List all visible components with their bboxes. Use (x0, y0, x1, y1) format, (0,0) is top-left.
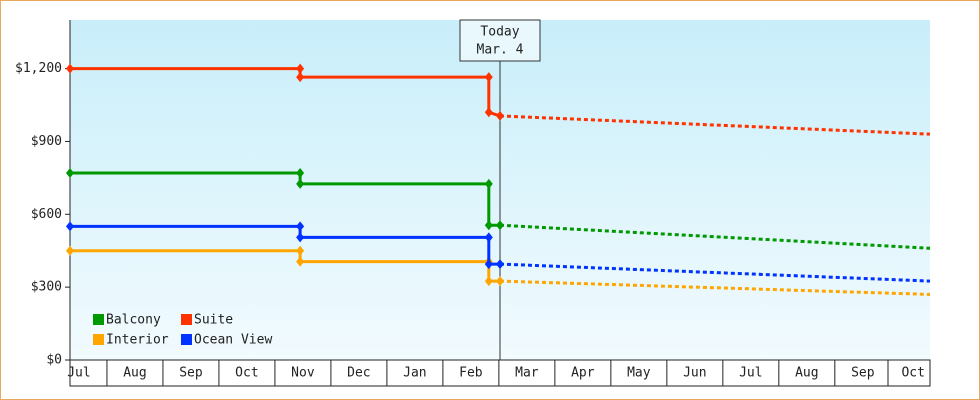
x-tick-label: Jun (683, 366, 706, 381)
point (296, 245, 305, 256)
legend-swatch (181, 314, 192, 325)
forecast-line (499, 114, 931, 136)
point (484, 276, 493, 287)
point (296, 232, 305, 243)
legend-label: Balcony (106, 313, 161, 328)
point (296, 168, 305, 178)
legend-swatch (93, 334, 104, 345)
point (296, 221, 305, 232)
point (496, 220, 504, 231)
point (66, 63, 74, 74)
y-tick-label: $900 (31, 134, 62, 149)
y-tick-label: $300 (31, 280, 62, 295)
legend-label: Interior (106, 333, 169, 348)
point (296, 72, 305, 83)
forecast-line (499, 279, 931, 296)
point (66, 168, 74, 178)
x-tick-label: Jul (67, 366, 90, 381)
point (296, 63, 305, 74)
point (484, 107, 493, 118)
x-tick-label: Apr (571, 366, 595, 381)
x-tick-label: Feb (459, 366, 483, 381)
x-tick-label: Aug (123, 366, 146, 381)
point (296, 256, 305, 267)
x-tick-label: Dec (347, 366, 370, 381)
y-tick-label: $600 (31, 207, 62, 222)
today-date: Mar. 4 (477, 43, 524, 58)
x-tick-label: Jan (403, 366, 426, 381)
point (484, 232, 493, 243)
x-tick-label: Mar (515, 366, 539, 381)
point (296, 178, 305, 189)
y-tick-label: $0 (46, 353, 62, 368)
x-tick-label: Aug (795, 366, 818, 381)
point (66, 221, 74, 232)
x-tick-label: Jul (739, 366, 762, 381)
y-tick-label: $1,200 (15, 61, 62, 76)
legend-swatch (93, 314, 104, 325)
legend-label: Ocean View (194, 333, 272, 348)
point (484, 178, 493, 189)
point (484, 220, 493, 231)
point (496, 110, 504, 121)
forecast-line (499, 262, 931, 283)
forecast-line (499, 223, 931, 250)
x-tick-label: Nov (291, 366, 315, 381)
legend-label: Suite (194, 313, 233, 328)
x-tick-label: Sep (179, 366, 203, 381)
x-tick-label: Oct (901, 366, 924, 381)
point (484, 72, 493, 83)
today-box (459, 19, 541, 62)
x-tick-label: Oct (235, 366, 258, 381)
point (496, 276, 504, 287)
point (66, 245, 74, 256)
today-label: Today (480, 25, 519, 40)
x-tick-label: Sep (851, 366, 875, 381)
x-tick-label: May (627, 366, 651, 381)
point (496, 259, 504, 270)
point (484, 259, 493, 270)
legend-swatch (181, 334, 192, 345)
